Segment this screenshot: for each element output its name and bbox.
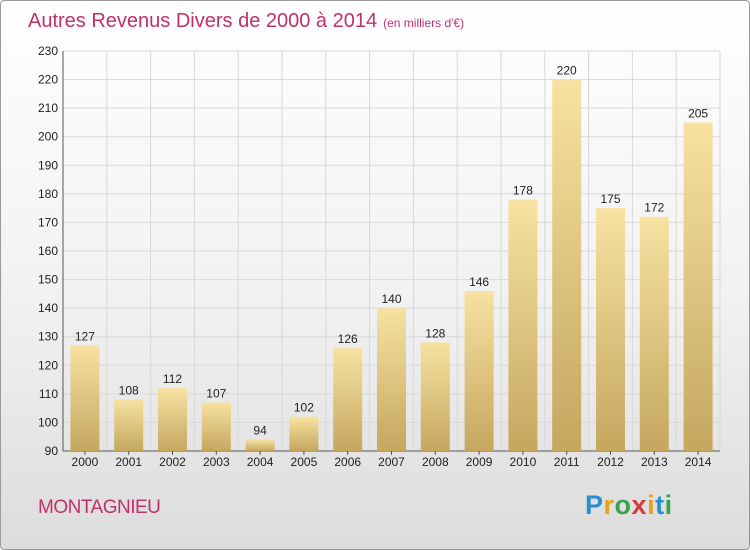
chart-subtitle: (en milliers d'€) <box>383 16 465 30</box>
y-tick-label: 140 <box>38 301 58 315</box>
value-label-2011: 220 <box>557 64 577 78</box>
x-tick-label-2013: 2013 <box>641 455 668 469</box>
chart-title: Autres Revenus Divers de 2000 à 2014 (en … <box>28 10 464 33</box>
bar-2014 <box>683 122 713 451</box>
bar-2011 <box>552 79 582 452</box>
x-tick-label-2003: 2003 <box>203 455 230 469</box>
x-tick-label-2010: 2010 <box>510 455 537 469</box>
y-tick-label: 150 <box>38 273 58 287</box>
value-label-2001: 108 <box>119 384 139 398</box>
x-tick-label-2004: 2004 <box>247 455 274 469</box>
value-label-2007: 140 <box>381 292 401 306</box>
value-label-2009: 146 <box>469 275 489 289</box>
value-label-2006: 126 <box>338 332 358 346</box>
logo-letter-3: x <box>631 490 648 520</box>
y-tick-label: 110 <box>39 387 58 401</box>
bars <box>70 79 713 452</box>
bar-2007 <box>377 308 406 451</box>
x-tick-label-2011: 2011 <box>554 455 580 469</box>
bar-2002 <box>158 388 187 451</box>
labels: 9010011012013014015016017018019020021022… <box>38 44 712 469</box>
y-tick-label: 220 <box>38 73 58 87</box>
value-label-2002: 112 <box>163 372 182 386</box>
bar-2010 <box>508 199 538 451</box>
bar-2012 <box>596 208 625 451</box>
x-tick-label-2000: 2000 <box>72 455 99 469</box>
value-label-2003: 107 <box>206 386 226 400</box>
value-label-2008: 128 <box>425 326 445 340</box>
bar-2013 <box>639 216 669 451</box>
value-label-2010: 178 <box>513 184 533 198</box>
logo-letter-5: t <box>655 490 665 520</box>
logo-letter-2: o <box>614 490 632 520</box>
y-tick-label: 120 <box>38 358 58 372</box>
bar-2005 <box>289 416 319 451</box>
bar-2008 <box>420 342 450 451</box>
value-label-2005: 102 <box>294 401 314 415</box>
x-tick-label-2007: 2007 <box>378 455 405 469</box>
bar-2006 <box>333 348 363 451</box>
y-tick-label: 190 <box>38 158 58 172</box>
x-tick-label-2009: 2009 <box>466 455 493 469</box>
logo-letter-1: r <box>603 490 615 520</box>
logo-letter-0: P <box>585 490 604 520</box>
y-tick-label: 130 <box>38 330 58 344</box>
y-tick-label: 100 <box>38 415 58 429</box>
x-tick-label-2002: 2002 <box>159 455 186 469</box>
x-tick-label-2008: 2008 <box>422 455 449 469</box>
value-label-2014: 205 <box>688 106 708 120</box>
y-tick-label: 90 <box>45 444 59 458</box>
y-tick-label: 210 <box>38 101 58 115</box>
logo-letter-4: i <box>647 490 656 520</box>
proxiti-logo[interactable]: Proxiti <box>585 490 673 521</box>
y-tick-label: 160 <box>38 244 58 258</box>
x-tick-label-2006: 2006 <box>334 455 361 469</box>
bar-2004 <box>245 439 275 451</box>
x-tick-label-2014: 2014 <box>685 455 712 469</box>
value-label-2012: 175 <box>600 192 620 206</box>
y-tick-label: 170 <box>38 215 58 229</box>
logo-letter-6: i <box>664 490 673 520</box>
chart-title-text: Autres Revenus Divers de 2000 à 2014 <box>28 10 378 32</box>
x-tick-label-2001: 2001 <box>115 455 142 469</box>
value-label-2013: 172 <box>644 201 664 215</box>
x-tick-label-2012: 2012 <box>597 455 624 469</box>
value-label-2000: 127 <box>75 329 95 343</box>
x-tick-label-2005: 2005 <box>291 455 318 469</box>
y-tick-label: 200 <box>38 130 58 144</box>
value-label-2004: 94 <box>253 424 267 438</box>
bar-2000 <box>70 345 100 451</box>
bar-2003 <box>201 402 231 451</box>
y-tick-label: 180 <box>38 187 58 201</box>
y-tick-label: 230 <box>38 44 58 58</box>
bar-2001 <box>114 399 144 451</box>
bar-2009 <box>464 291 494 451</box>
commune-name: MONTAGNIEU <box>38 497 161 518</box>
